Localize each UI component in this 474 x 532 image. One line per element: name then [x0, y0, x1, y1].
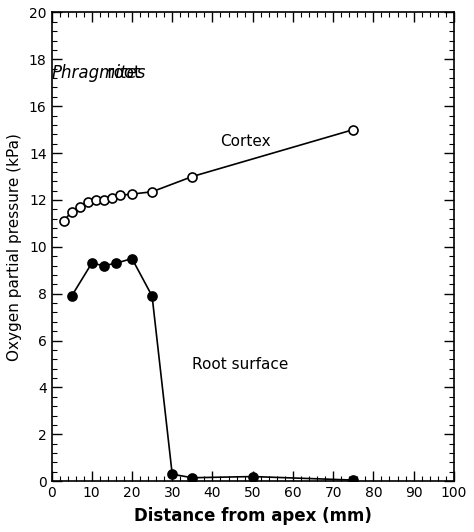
- Y-axis label: Oxygen partial pressure (kPa): Oxygen partial pressure (kPa): [7, 133, 22, 361]
- Text: Phragmites: Phragmites: [52, 64, 146, 82]
- Text: Root surface: Root surface: [192, 356, 289, 371]
- Text: Cortex: Cortex: [220, 134, 271, 149]
- X-axis label: Distance from apex (mm): Distance from apex (mm): [134, 507, 372, 525]
- Text: root: root: [102, 64, 141, 82]
